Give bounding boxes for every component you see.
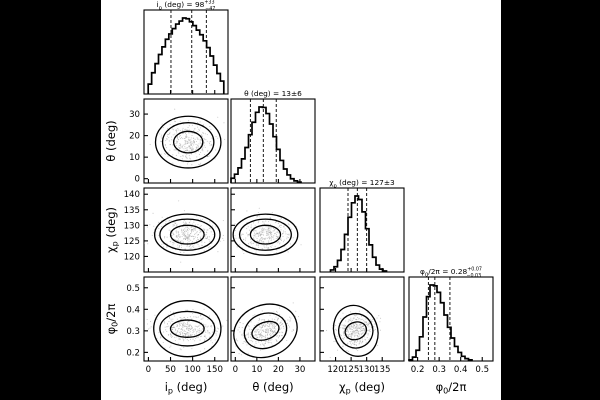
- ytick-label-theta-20: 20: [129, 132, 140, 142]
- corner-plot-figure: ip (deg) = 98+33 −47 θ (deg) = 13±6 χp (deg…: [101, 0, 501, 400]
- xtick-label-ip-0: 0: [146, 365, 151, 375]
- hist-panel-theta: θ (deg) = 13±6: [230, 89, 316, 184]
- title-chip: χp (deg) = 127±3: [329, 178, 395, 190]
- contour-1-ip-theta: [172, 130, 204, 154]
- xlabel-chip: χp (deg): [339, 380, 385, 396]
- contour-2-theta-phi0: [243, 312, 288, 350]
- title-theta: θ (deg) = 13±6: [244, 89, 302, 98]
- contour-3-theta-chip: [232, 213, 299, 256]
- contours-chip-phi0: [325, 304, 382, 359]
- ytick-label-phi0-0.4: 0.4: [126, 305, 140, 315]
- contours-ip-theta: [149, 108, 226, 169]
- panel-frame-chip: [319, 187, 405, 273]
- density-ip-phi0: [146, 305, 228, 352]
- hist-panel-phi0: φ0/2π = 0.28+0.07 −0.03: [408, 267, 494, 362]
- panel-frame-chip-phi0: [319, 276, 405, 362]
- density-chip-phi0: [325, 310, 382, 359]
- ytick-label-theta-10: 10: [129, 153, 140, 163]
- xtick-label-phi0-0.3: 0.3: [432, 365, 446, 375]
- hist-chip: [329, 195, 388, 272]
- contour-2-ip-chip: [159, 218, 216, 251]
- xtick-label-chip-120: 120: [327, 365, 343, 375]
- panel-theta-phi0: [230, 276, 316, 362]
- title-ip: ip (deg) = 98+33 −47: [157, 0, 216, 12]
- panel-frame-ip-theta: [143, 98, 229, 184]
- contour-1-ip-chip: [169, 224, 205, 245]
- xtick-label-chip-130: 130: [358, 365, 374, 375]
- contours-theta-phi0: [231, 302, 300, 359]
- contour-2-ip-phi0: [159, 310, 216, 347]
- contour-2-chip-phi0: [338, 312, 374, 349]
- contour-2-theta-chip: [238, 218, 292, 251]
- contour-2-ip-theta: [161, 122, 215, 163]
- panel-frame-theta: [230, 98, 316, 184]
- panel-ip-theta: [143, 98, 229, 184]
- ytick-label-phi0-0.3: 0.3: [126, 327, 140, 337]
- ytick-label-chip-125: 125: [124, 237, 140, 247]
- xlabel-theta: θ (deg): [252, 380, 293, 394]
- ytick-label-phi0-0.2: 0.2: [126, 348, 140, 358]
- ytick-label-chip-130: 130: [124, 221, 140, 231]
- xlabel-phi0: φ0/2π: [436, 380, 467, 396]
- xtick-label-ip-100: 100: [184, 365, 200, 375]
- ytick-label-chip-140: 140: [124, 190, 140, 200]
- title-phi0: φ0/2π = 0.28+0.07 −0.03: [420, 267, 482, 280]
- panel-frame-theta-chip: [230, 187, 316, 273]
- contours-ip-chip: [144, 200, 225, 263]
- xtick-label-theta-0: 0: [233, 365, 238, 375]
- xtick-label-chip-125: 125: [343, 365, 359, 375]
- contour-3-ip-theta: [154, 115, 222, 169]
- hist-theta: [230, 106, 302, 183]
- ytick-label-theta-30: 30: [129, 110, 140, 120]
- ytick-label-phi0-0.5: 0.5: [126, 284, 140, 294]
- xtick-label-ip-150: 150: [207, 365, 223, 375]
- hist-panel-ip: ip (deg) = 98+33 −47: [143, 0, 229, 95]
- xlabel-ip: ip (deg): [165, 380, 208, 396]
- contour-3-chip-phi0: [332, 304, 379, 357]
- panel-frame-theta-phi0: [230, 276, 316, 362]
- ytick-label-theta-0: 0: [135, 175, 140, 185]
- density-ip-chip: [144, 200, 225, 263]
- corner-plot: ip (deg) = 98+33 −47 θ (deg) = 13±6 χp (deg…: [104, 0, 494, 396]
- panel-chip-phi0: [319, 276, 405, 362]
- panel-frame-ip-chip: [143, 187, 229, 273]
- contour-1-theta-chip: [249, 224, 282, 245]
- panel-frame-phi0: [408, 276, 494, 362]
- panel-frame-ip-phi0: [143, 276, 229, 362]
- contours-theta-chip: [232, 207, 302, 256]
- xtick-label-chip-135: 135: [374, 365, 390, 375]
- xtick-label-ip-50: 50: [165, 365, 176, 375]
- contour-3-ip-chip: [153, 213, 221, 256]
- ylabel-phi0: φ0/2π: [104, 304, 120, 335]
- contour-3-ip-phi0: [153, 300, 222, 358]
- panel-ip-phi0: [143, 276, 229, 362]
- contours-ip-phi0: [146, 300, 228, 358]
- contour-3-theta-phi0: [233, 303, 298, 359]
- ytick-label-chip-120: 120: [124, 252, 140, 262]
- hist-ip: [147, 17, 225, 94]
- panel-theta-chip: [230, 187, 316, 273]
- ylabel-theta: θ (deg): [104, 120, 118, 161]
- xtick-label-theta-20: 20: [273, 365, 284, 375]
- hist-phi0: [408, 284, 473, 361]
- ylabel-chip: χp (deg): [104, 207, 120, 253]
- ytick-label-chip-135: 135: [124, 206, 140, 216]
- xtick-label-phi0-0.5: 0.5: [475, 365, 489, 375]
- xtick-label-phi0-0.2: 0.2: [411, 365, 425, 375]
- xtick-label-theta-30: 30: [294, 365, 305, 375]
- contour-1-ip-phi0: [169, 319, 205, 338]
- contour-1-theta-phi0: [251, 320, 280, 341]
- xtick-label-theta-10: 10: [251, 365, 262, 375]
- hist-panel-chip: χp (deg) = 127±3: [319, 178, 405, 273]
- contour-1-chip-phi0: [344, 321, 368, 341]
- panel-frame-ip: [143, 9, 229, 95]
- panel-ip-chip: [143, 187, 229, 273]
- xtick-label-phi0-0.4: 0.4: [454, 365, 468, 375]
